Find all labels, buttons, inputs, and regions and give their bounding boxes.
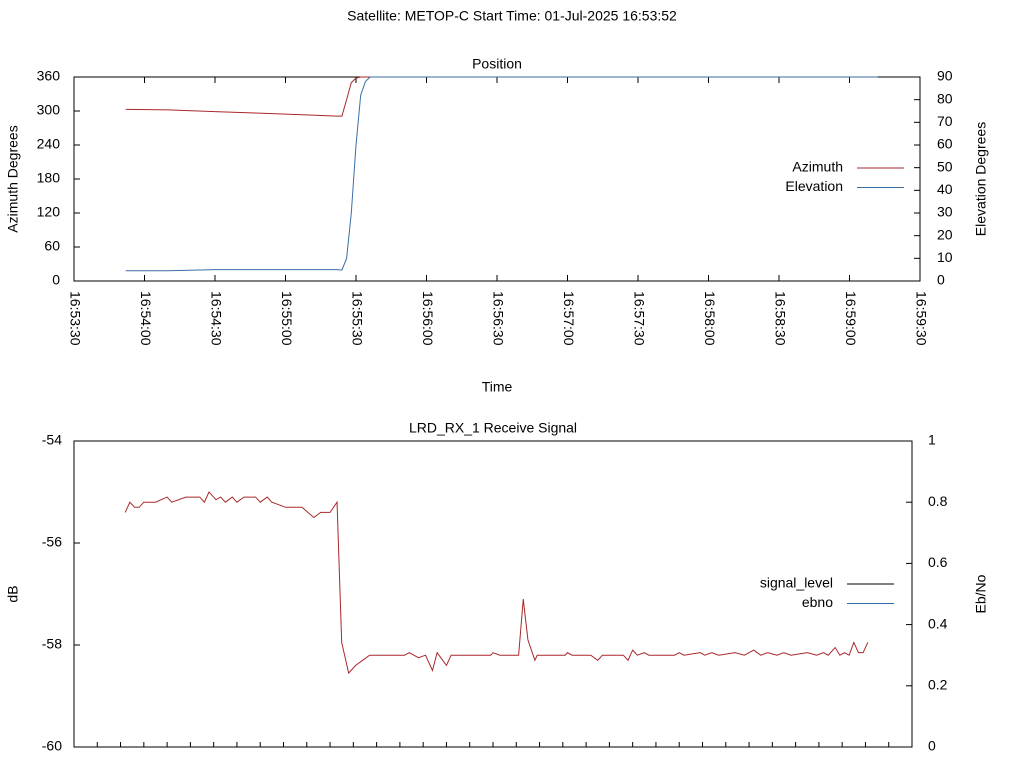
y2-tick-label: 40 — [937, 181, 953, 197]
y-tick-label: 120 — [37, 204, 61, 220]
chart-title: Position — [472, 56, 522, 72]
y-tick-label: 360 — [37, 68, 61, 84]
legend-label: Azimuth — [792, 159, 843, 175]
y2-tick-label: 0 — [937, 272, 945, 288]
y2-tick-label: 0 — [928, 738, 936, 754]
y2-axis-label: Eb/No — [973, 574, 989, 613]
y2-tick-label: 20 — [937, 226, 953, 242]
y-tick-label: 180 — [37, 170, 61, 186]
y-tick-label: -54 — [42, 432, 62, 448]
x-tick-label: 16:55:30 — [349, 291, 365, 346]
y-axis-label: Azimuth Degrees — [5, 125, 21, 232]
x-tick-label: 16:54:30 — [208, 291, 224, 346]
legend-label: signal_level — [760, 575, 833, 591]
y2-axis-label: Elevation Degrees — [973, 122, 989, 236]
y2-tick-label: 90 — [937, 68, 953, 84]
x-tick-label: 16:59:00 — [843, 291, 859, 346]
chart-title: LRD_RX_1 Receive Signal — [409, 420, 577, 436]
y2-tick-label: 60 — [937, 136, 953, 152]
y-axis-label: dB — [5, 585, 21, 602]
data-line — [124, 491, 869, 675]
y-tick-label: -58 — [42, 636, 62, 652]
legend-label: ebno — [802, 594, 833, 610]
x-tick-label: 16:55:00 — [279, 291, 295, 346]
x-tick-label: 16:56:30 — [490, 291, 506, 346]
legend-label: Elevation — [785, 178, 843, 194]
y2-tick-label: 0.8 — [928, 493, 948, 509]
y-tick-label: 300 — [37, 102, 61, 118]
x-tick-label: 16:58:00 — [702, 291, 718, 346]
y-tick-label: -60 — [42, 738, 62, 754]
y2-tick-label: 70 — [937, 113, 953, 129]
y2-tick-label: 0.2 — [928, 677, 948, 693]
figure-title: Satellite: METOP-C Start Time: 01-Jul-20… — [347, 8, 677, 24]
x-axis-label: Time — [482, 379, 513, 395]
y2-tick-label: 10 — [937, 249, 953, 265]
x-tick-label: 16:59:30 — [913, 291, 929, 346]
y-tick-label: 0 — [52, 272, 60, 288]
y2-tick-label: 1 — [928, 432, 936, 448]
y2-tick-label: 30 — [937, 204, 953, 220]
x-tick-label: 16:58:30 — [772, 291, 788, 346]
y-tick-label: -56 — [42, 534, 62, 550]
x-tick-label: 16:57:30 — [631, 291, 647, 346]
x-tick-label: 16:54:00 — [138, 291, 154, 346]
x-tick-label: 16:53:30 — [67, 291, 83, 346]
y-tick-label: 60 — [44, 238, 60, 254]
x-tick-label: 16:56:00 — [420, 291, 436, 346]
y2-tick-label: 50 — [937, 158, 953, 174]
y2-tick-label: 0.4 — [928, 615, 948, 631]
x-tick-label: 16:57:00 — [561, 291, 577, 346]
data-line — [125, 76, 878, 272]
y2-tick-label: 0.6 — [928, 554, 948, 570]
y-tick-label: 240 — [37, 136, 61, 152]
y2-tick-label: 80 — [937, 90, 953, 106]
